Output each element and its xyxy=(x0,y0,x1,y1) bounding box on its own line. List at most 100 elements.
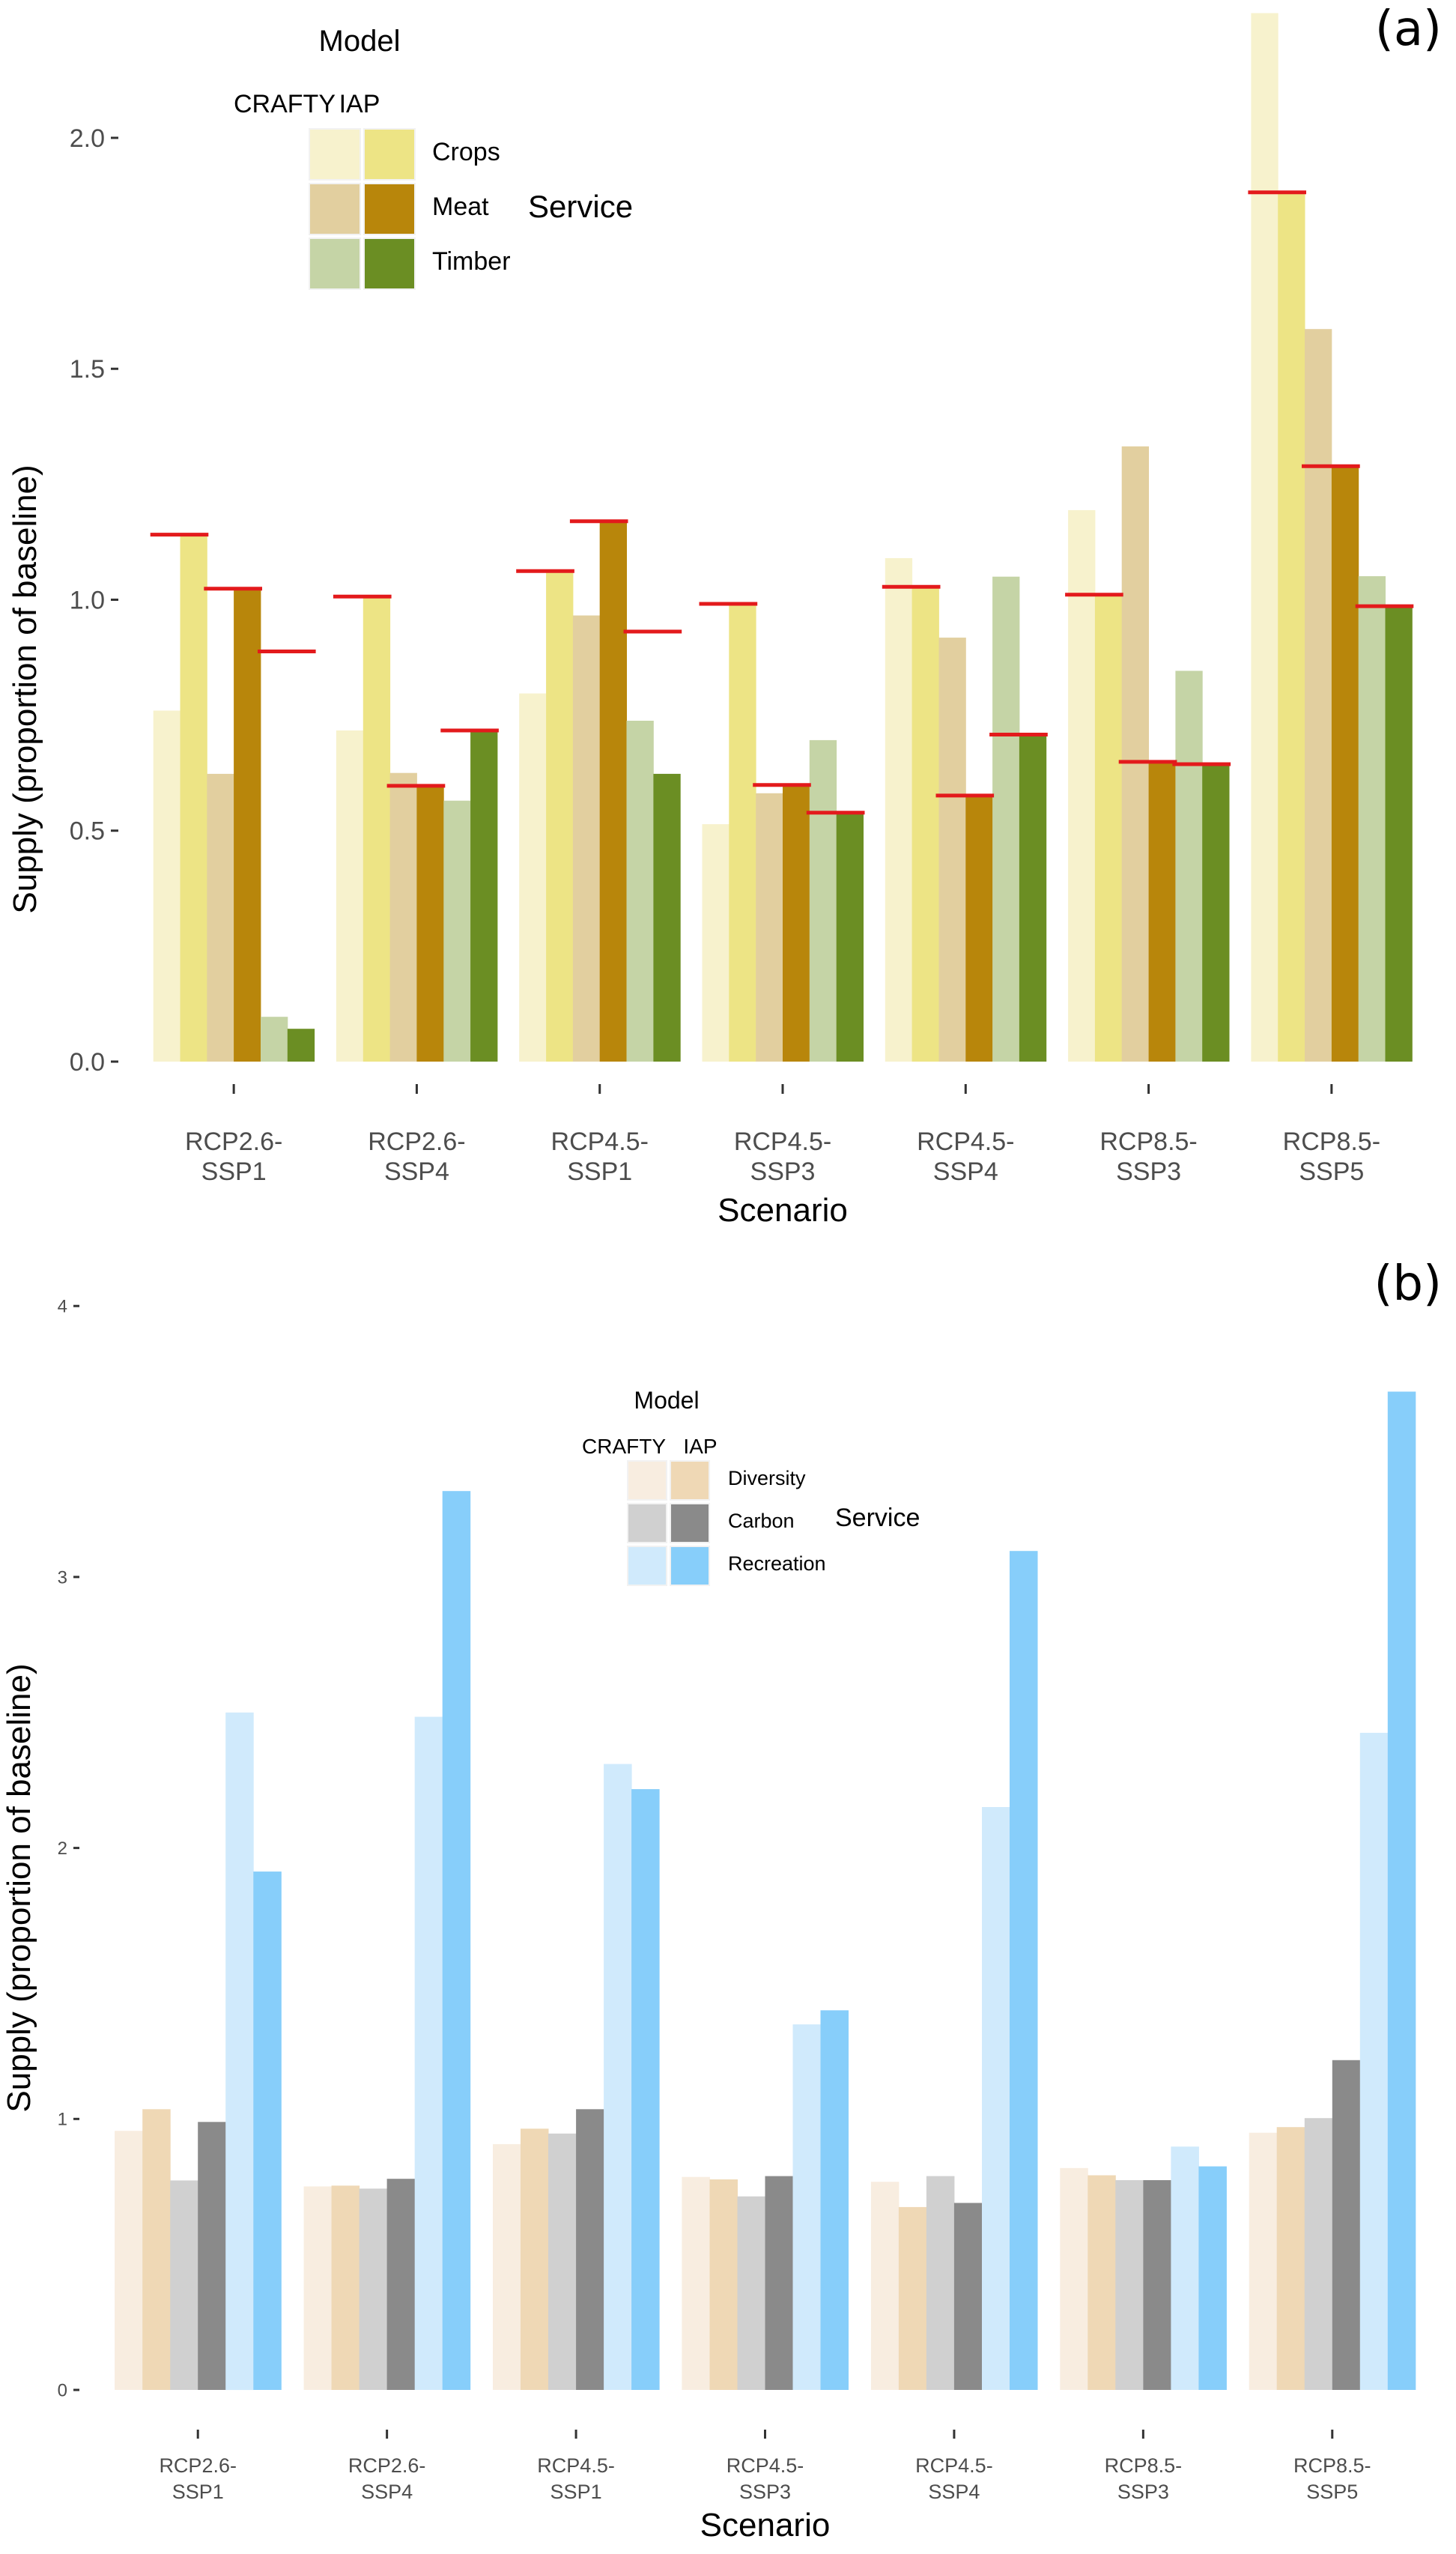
legend-key xyxy=(363,237,416,290)
bar xyxy=(1276,2127,1305,2390)
bar xyxy=(938,638,966,1062)
legend-service-label: Timber xyxy=(432,247,511,276)
bar xyxy=(926,2176,955,2390)
x-tick-label: SSP5 xyxy=(1299,1158,1364,1186)
x-tick-label: SSP1 xyxy=(550,2481,602,2503)
bar xyxy=(180,535,207,1062)
bar xyxy=(546,571,574,1062)
bar xyxy=(225,1712,254,2391)
bar xyxy=(443,800,471,1062)
bar xyxy=(1202,764,1230,1062)
bar xyxy=(953,2203,983,2390)
y-tick-label: 4 xyxy=(58,1297,67,1317)
legend-model-title: Model xyxy=(319,25,401,58)
x-tick-label: SSP4 xyxy=(928,2481,980,2503)
bar xyxy=(1171,2146,1199,2390)
y-tick-label: 0.5 xyxy=(70,817,105,846)
bar xyxy=(756,793,783,1062)
x-tick-label: RCP8.5- xyxy=(1283,1128,1380,1156)
bar xyxy=(1019,734,1047,1062)
bar xyxy=(470,731,498,1062)
bar xyxy=(729,605,756,1062)
bar xyxy=(765,2176,793,2390)
y-tick-label: 0 xyxy=(58,2380,67,2400)
bar xyxy=(1068,509,1096,1062)
legend-model-label: CRAFTY xyxy=(582,1435,666,1458)
bar xyxy=(576,2109,604,2390)
x-tick-label: SSP1 xyxy=(567,1158,632,1186)
bar xyxy=(336,730,364,1062)
legend: Model CRAFTY IAP Diversity Carbon Recreation S… xyxy=(582,1387,920,1586)
bar xyxy=(1385,606,1413,1062)
bar xyxy=(416,786,444,1062)
bar xyxy=(234,590,261,1062)
panel-b: 0 1 2 3 4 RCP2.6- SSP1 RCP2.6- SSP4 RCP4.5- SSP1 RC… xyxy=(1,1256,1442,2544)
y-tick-label: 2.0 xyxy=(70,124,105,153)
legend-key xyxy=(627,1460,667,1501)
bar xyxy=(521,2128,549,2390)
bar xyxy=(682,2176,710,2390)
bar xyxy=(1304,2118,1333,2390)
bar xyxy=(1332,2060,1361,2390)
bar xyxy=(898,2206,927,2390)
bar xyxy=(709,2179,738,2390)
x-tick-label: SSP3 xyxy=(750,1158,816,1186)
bar xyxy=(809,739,837,1062)
legend-key xyxy=(363,183,416,235)
bar xyxy=(359,2188,388,2390)
legend-service-label: Recreation xyxy=(728,1552,826,1575)
x-tick-label: RCP8.5- xyxy=(1105,2454,1183,2477)
bar xyxy=(493,2143,521,2390)
bar xyxy=(287,1029,315,1062)
bar xyxy=(1143,2180,1171,2390)
y-tick-label: 0.0 xyxy=(70,1048,105,1077)
bar xyxy=(870,2182,900,2390)
bar xyxy=(783,784,810,1062)
bar xyxy=(631,1789,660,2390)
bar xyxy=(153,710,181,1062)
x-tick-label: SSP1 xyxy=(172,2481,224,2503)
bar xyxy=(170,2180,198,2390)
legend-service-label: Diversity xyxy=(728,1467,806,1489)
x-axis-title: Scenario xyxy=(718,1192,848,1229)
legend-service-title: Service xyxy=(528,189,633,224)
bar xyxy=(142,2109,171,2390)
bar xyxy=(1175,671,1203,1062)
x-tick-label: RCP4.5- xyxy=(915,2454,993,2477)
bar xyxy=(115,2131,143,2390)
legend-model-label: CRAFTY xyxy=(234,90,336,118)
x-tick-label: RCP2.6- xyxy=(368,1128,465,1156)
y-tick-label: 1.5 xyxy=(70,355,105,384)
bar xyxy=(626,721,654,1062)
x-tick-label: RCP4.5- xyxy=(537,2454,615,2477)
x-tick-label: RCP4.5- xyxy=(551,1128,649,1156)
bar xyxy=(982,1807,1010,2390)
bar xyxy=(992,576,1020,1062)
bar xyxy=(207,773,234,1062)
bar xyxy=(572,615,601,1062)
bar xyxy=(442,1491,471,2390)
bar xyxy=(414,1716,443,2390)
x-tick-label: SSP3 xyxy=(739,2481,791,2503)
legend-service-label: Carbon xyxy=(728,1510,795,1532)
bar xyxy=(737,2196,765,2390)
x-tick-label: RCP2.6- xyxy=(185,1128,282,1156)
legend-key xyxy=(670,1546,710,1586)
x-tick-label: SSP5 xyxy=(1306,2481,1358,2503)
legend-service-label: Crops xyxy=(432,138,500,166)
bar xyxy=(1278,192,1305,1062)
x-tick-label: RCP8.5- xyxy=(1293,2454,1371,2477)
legend-key xyxy=(670,1460,710,1501)
bar xyxy=(363,597,391,1062)
bar xyxy=(911,587,939,1062)
x-tick-label: RCP4.5- xyxy=(917,1128,1014,1156)
y-tick-label: 3 xyxy=(58,1567,67,1588)
bar xyxy=(599,521,627,1062)
bar xyxy=(1115,2180,1144,2390)
bar xyxy=(331,2185,360,2390)
x-axis-title: Scenario xyxy=(700,2507,831,2544)
bar xyxy=(1249,2132,1278,2390)
bar xyxy=(1198,2166,1227,2390)
bar xyxy=(604,1764,632,2390)
bar xyxy=(1358,576,1386,1062)
